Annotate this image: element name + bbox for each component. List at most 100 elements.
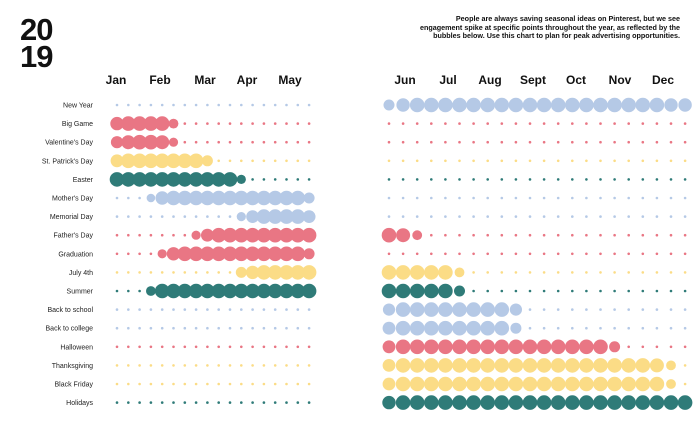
bubble <box>285 122 288 125</box>
bubble <box>217 382 220 386</box>
bubble <box>514 122 518 125</box>
bubble <box>262 382 266 386</box>
bubble <box>307 140 311 144</box>
bubble <box>613 233 616 237</box>
bubble <box>571 271 574 274</box>
bubble <box>160 233 164 237</box>
bubble <box>528 308 532 311</box>
bubble <box>401 252 405 256</box>
bubble <box>613 289 616 293</box>
bubble <box>683 122 687 125</box>
bubble <box>183 140 187 144</box>
bubble <box>188 190 204 206</box>
bubble <box>550 395 566 410</box>
bubble <box>649 395 665 410</box>
bubble <box>472 196 475 200</box>
bubble <box>222 283 238 299</box>
bubble <box>296 103 300 107</box>
bubble <box>138 215 141 218</box>
bubble <box>550 97 566 113</box>
bubble <box>303 192 315 204</box>
bubble <box>438 265 453 280</box>
bubble <box>115 103 119 107</box>
bubble <box>542 233 546 237</box>
bubble <box>149 308 153 311</box>
bubble <box>301 265 317 280</box>
bubble <box>444 159 447 163</box>
bubble <box>494 320 510 336</box>
bubble <box>514 289 518 293</box>
row-label: July 4th <box>69 270 93 277</box>
bubble <box>454 267 465 278</box>
bubble <box>458 178 461 181</box>
bubble <box>452 358 467 373</box>
bubble <box>177 246 193 262</box>
bubble <box>579 339 594 355</box>
bubble <box>387 215 391 218</box>
bubble <box>183 382 187 386</box>
bubble <box>285 178 288 181</box>
bubble <box>188 172 204 187</box>
bubble <box>571 215 574 218</box>
bubble <box>211 172 226 187</box>
bubble <box>121 172 136 187</box>
bubble <box>217 215 220 218</box>
bubble <box>228 122 232 125</box>
bubble <box>149 382 153 386</box>
bubble <box>550 376 566 392</box>
bubble <box>149 326 153 330</box>
bubble <box>143 134 159 150</box>
bubble <box>217 345 220 349</box>
bubble <box>290 283 306 299</box>
bubble <box>127 401 130 404</box>
bubble <box>222 246 238 262</box>
bubble <box>452 339 467 355</box>
bubble <box>251 122 254 125</box>
bubble <box>542 159 546 163</box>
bubble <box>127 289 130 293</box>
bubble <box>613 215 616 218</box>
bubble <box>585 271 588 274</box>
bubble <box>201 228 214 242</box>
bubble <box>480 376 496 392</box>
bubble <box>262 308 266 311</box>
bubble <box>599 308 602 311</box>
month-label: Oct <box>566 73 586 87</box>
bubble <box>542 122 546 125</box>
bubble <box>585 140 588 144</box>
bubble <box>138 271 141 274</box>
bubble <box>401 196 405 200</box>
bubble <box>452 395 467 410</box>
bubble <box>500 140 504 144</box>
bubble <box>452 302 467 317</box>
bubble <box>194 401 198 404</box>
bubble <box>486 215 490 218</box>
bubble <box>279 283 294 299</box>
bubble <box>627 326 630 330</box>
bubble <box>641 326 645 330</box>
bubble <box>166 190 181 206</box>
bubble <box>285 401 288 404</box>
bubble <box>466 395 481 410</box>
bubble <box>494 97 510 113</box>
bubble <box>127 271 130 274</box>
bubble <box>387 196 391 200</box>
bubble <box>542 215 546 218</box>
bubble <box>627 122 630 125</box>
bubble <box>438 283 453 299</box>
bubble <box>500 196 504 200</box>
bubble <box>486 233 490 237</box>
bubble <box>217 271 220 274</box>
bubble <box>235 266 247 278</box>
bubble <box>194 103 198 107</box>
bubble <box>542 252 546 256</box>
bubble <box>438 320 453 336</box>
bubble <box>669 252 673 256</box>
bubble <box>585 196 588 200</box>
bubble <box>285 140 288 144</box>
bubble <box>444 140 447 144</box>
bubble <box>466 97 481 113</box>
bubble <box>683 289 687 293</box>
row-label: Easter <box>73 177 94 184</box>
bubble <box>409 358 425 373</box>
